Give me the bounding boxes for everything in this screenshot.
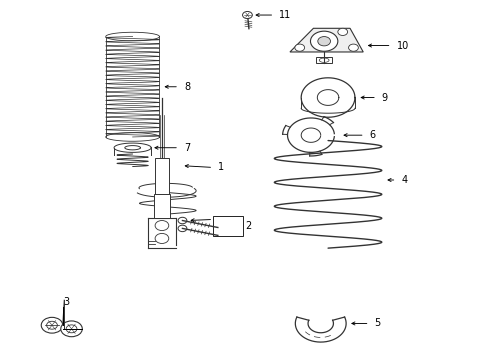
Circle shape: [61, 321, 82, 337]
Text: 3: 3: [63, 297, 70, 307]
Text: 4: 4: [401, 175, 408, 185]
Text: 2: 2: [245, 221, 251, 230]
Text: 6: 6: [369, 130, 376, 140]
Bar: [316, 57, 332, 63]
Text: 1: 1: [218, 162, 224, 172]
Circle shape: [178, 217, 187, 224]
Circle shape: [348, 44, 358, 51]
Text: 9: 9: [382, 93, 388, 103]
Text: 8: 8: [184, 82, 190, 92]
Bar: [155, 158, 169, 194]
Text: 10: 10: [396, 41, 409, 50]
Circle shape: [178, 225, 187, 231]
Text: 11: 11: [279, 10, 292, 20]
Bar: [154, 194, 170, 218]
Circle shape: [338, 28, 347, 36]
Circle shape: [295, 44, 305, 51]
Circle shape: [318, 37, 331, 46]
Circle shape: [41, 318, 63, 333]
Circle shape: [155, 233, 169, 243]
Circle shape: [243, 12, 252, 19]
Text: 5: 5: [374, 319, 381, 328]
Text: 7: 7: [184, 143, 190, 153]
Circle shape: [155, 221, 169, 230]
Polygon shape: [290, 28, 363, 52]
Circle shape: [311, 31, 338, 51]
Bar: [213, 216, 243, 235]
